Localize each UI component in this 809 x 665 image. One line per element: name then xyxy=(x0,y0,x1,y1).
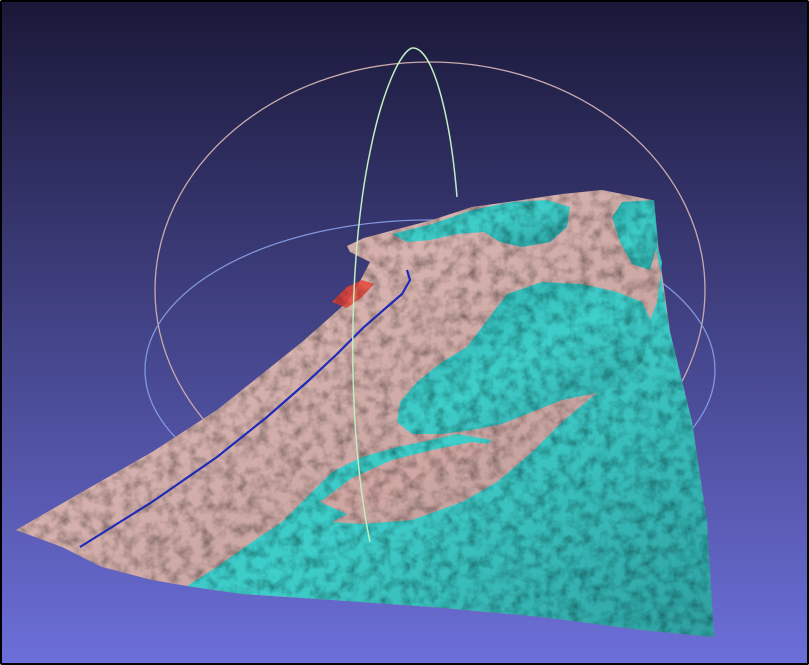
terrain-water-right-patch xyxy=(612,200,658,270)
contour-line xyxy=(79,269,412,548)
trackball-ring-vertical[interactable] xyxy=(352,47,458,543)
terrain-edge-highlight xyxy=(332,280,374,308)
terrain-water-middle xyxy=(397,282,652,434)
terrain-water-upper xyxy=(392,200,570,247)
terrain-water-lower xyxy=(187,234,714,637)
